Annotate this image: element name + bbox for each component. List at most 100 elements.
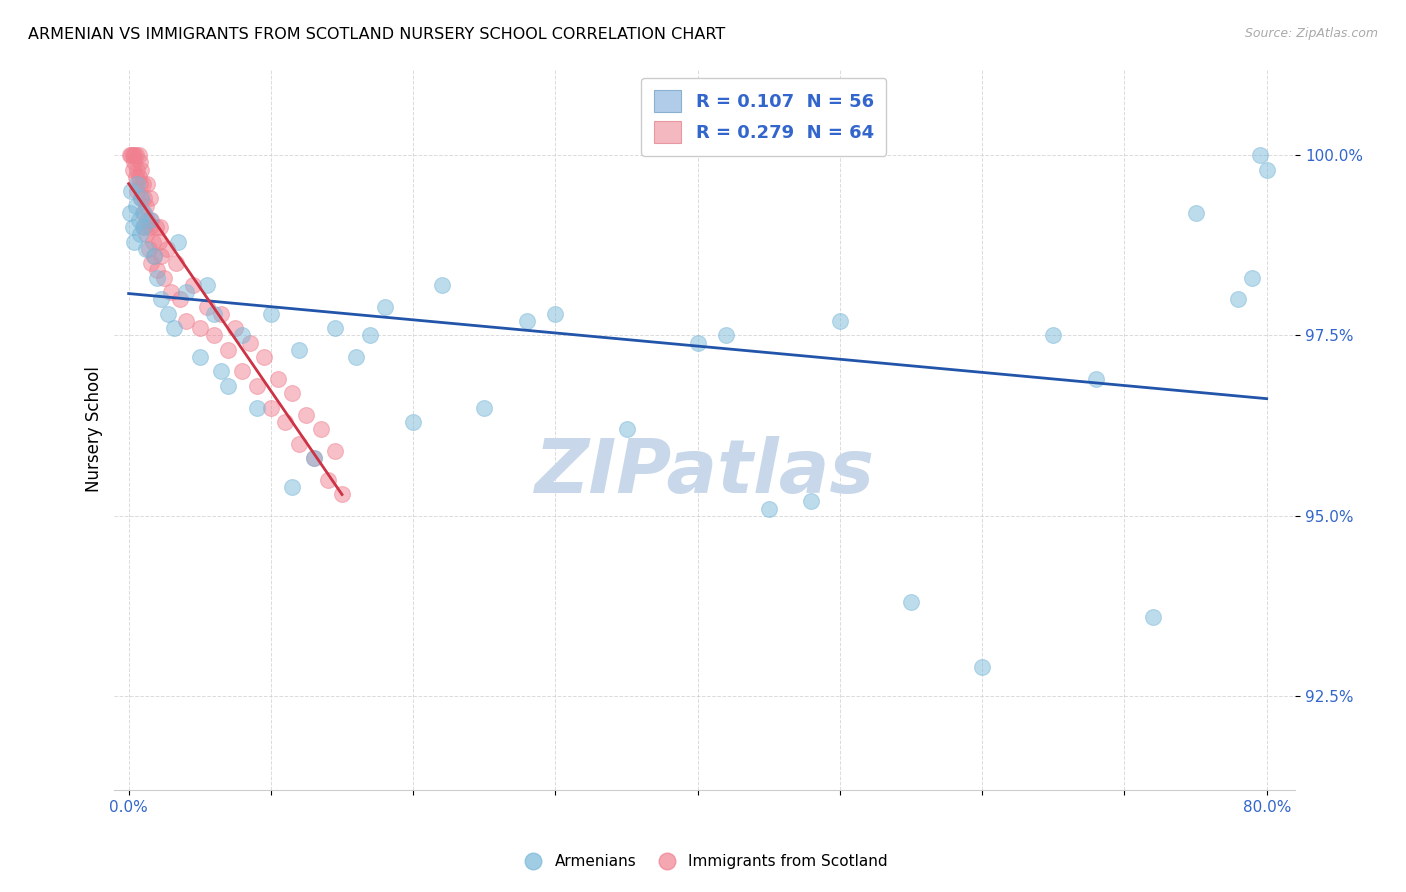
Point [157,307,180,321]
Point [125,148,148,162]
Point [153,270,176,285]
Point [516,314,538,328]
Point [202,307,225,321]
Point [163,321,186,335]
Point [128,148,150,162]
Point [167,235,190,249]
Point [122,148,145,162]
Point [231,328,253,343]
Point [758,501,780,516]
Point [134,206,156,220]
Legend: R = 0.107  N = 56, R = 0.279  N = 64: R = 0.107 N = 56, R = 0.279 N = 64 [641,78,886,156]
Point [323,321,346,335]
Point [1085,372,1108,386]
Point [136,177,159,191]
Point [972,660,994,674]
Point [141,256,163,270]
Point [828,314,851,328]
Point [686,335,709,350]
Point [323,443,346,458]
Point [1241,270,1264,285]
Point [281,386,304,401]
Point [165,256,187,270]
Point [120,148,142,162]
Text: ARMENIAN VS IMMIGRANTS FROM SCOTLAND NURSERY SCHOOL CORRELATION CHART: ARMENIAN VS IMMIGRANTS FROM SCOTLAND NUR… [28,27,725,42]
Point [209,307,232,321]
Point [139,191,162,205]
Point [260,307,283,321]
Point [181,277,204,292]
Point [135,227,157,242]
Point [1142,609,1164,624]
Point [124,155,146,169]
Point [344,350,367,364]
Y-axis label: Nursery School: Nursery School [86,367,103,492]
Point [135,242,157,256]
Point [288,343,311,357]
Point [156,242,179,256]
Point [1042,328,1064,343]
Point [149,220,172,235]
Text: ZIPatlas: ZIPatlas [534,436,875,509]
Point [246,379,269,393]
Point [374,300,396,314]
Point [124,235,146,249]
Point [430,277,453,292]
Point [131,162,153,177]
Point [131,191,153,205]
Point [281,480,304,494]
Point [120,206,142,220]
Point [246,401,269,415]
Point [128,169,150,184]
Point [135,198,157,212]
Point [202,328,225,343]
Point [132,177,155,191]
Point [238,335,260,350]
Point [260,401,283,415]
Point [295,408,318,422]
Point [288,436,311,450]
Point [267,372,290,386]
Point [127,184,149,198]
Point [209,364,232,378]
Point [302,450,325,465]
Point [124,148,146,162]
Point [402,415,425,429]
Point [127,162,149,177]
Point [714,328,737,343]
Point [148,235,170,249]
Point [1256,162,1278,177]
Point [316,473,339,487]
Point [129,177,152,191]
Point [122,162,145,177]
Point [160,285,183,299]
Point [330,487,353,501]
Point [121,148,143,162]
Point [195,277,218,292]
Point [145,220,167,235]
Point [143,249,166,263]
Point [188,350,211,364]
Point [127,177,149,191]
Point [195,300,218,314]
Point [121,184,143,198]
Point [217,343,239,357]
Point [129,227,152,242]
Point [131,191,153,205]
Point [188,321,211,335]
Point [359,328,381,343]
Point [129,155,152,169]
Point [125,169,148,184]
Point [1249,148,1271,162]
Point [616,422,638,436]
Point [134,220,156,235]
Text: Source: ZipAtlas.com: Source: ZipAtlas.com [1244,27,1378,40]
Legend: Armenians, Immigrants from Scotland: Armenians, Immigrants from Scotland [512,848,894,875]
Point [174,314,197,328]
Point [122,220,145,235]
Point [150,293,173,307]
Point [146,270,169,285]
Point [174,285,197,299]
Point [900,595,922,609]
Point [800,494,823,508]
